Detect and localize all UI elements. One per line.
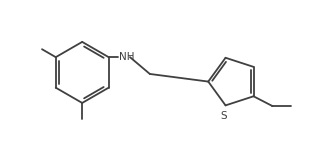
Text: NH: NH [119,52,134,62]
Text: S: S [221,111,227,121]
